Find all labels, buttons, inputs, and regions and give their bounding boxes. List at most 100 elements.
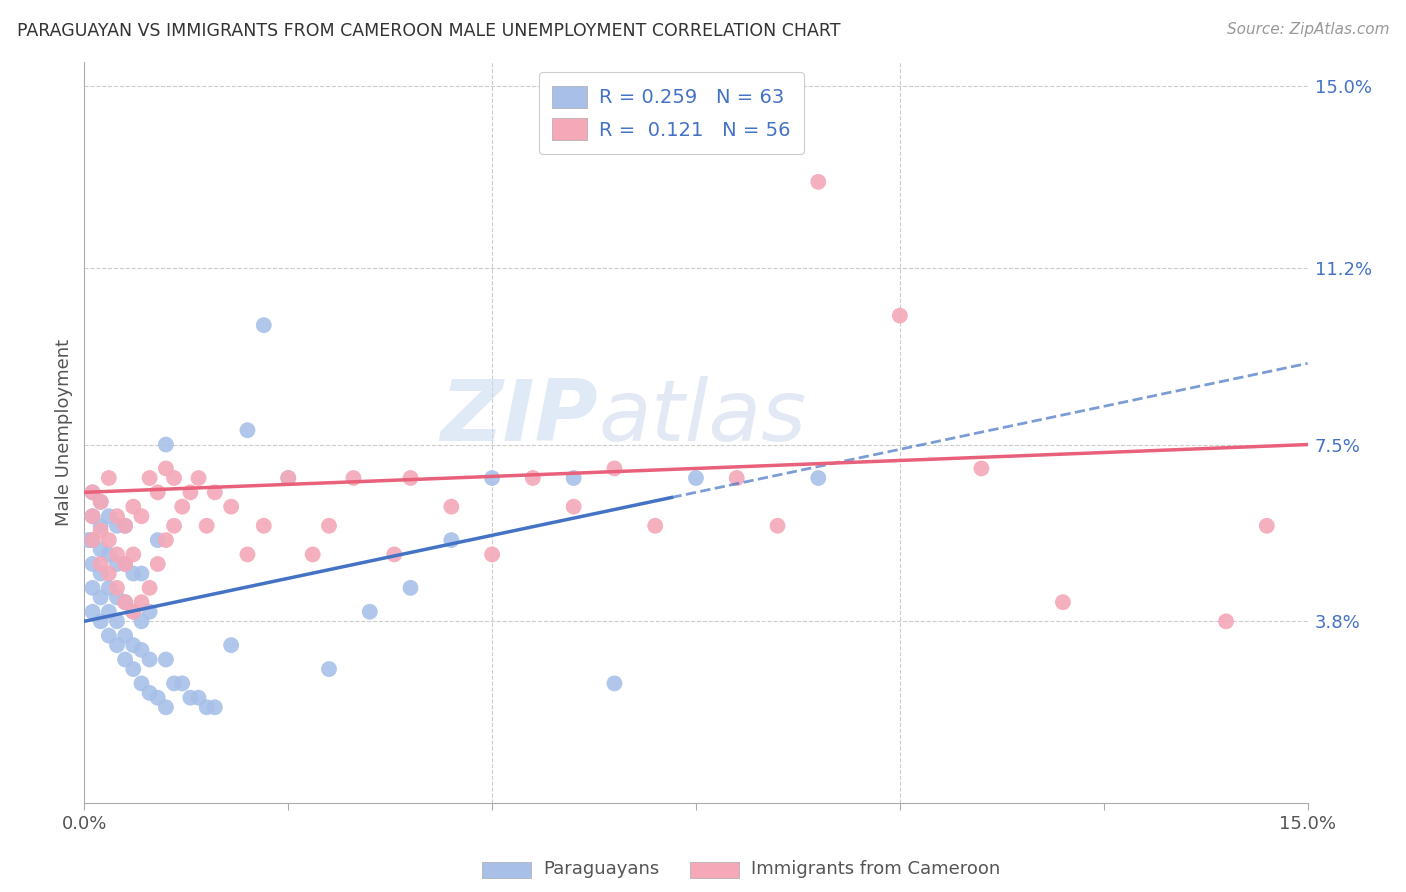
Point	[172, 676, 194, 690]
Point	[236, 423, 259, 437]
Point	[131, 595, 153, 609]
Point	[97, 533, 120, 547]
Point	[807, 175, 830, 189]
Point	[90, 495, 112, 509]
Point	[603, 676, 626, 690]
Point	[114, 557, 136, 571]
Point	[318, 662, 340, 676]
Bar	[482, 862, 531, 879]
Point	[195, 700, 218, 714]
Point	[562, 471, 585, 485]
Point	[644, 518, 666, 533]
Y-axis label: Male Unemployment: Male Unemployment	[55, 339, 73, 526]
Point	[114, 595, 136, 609]
Point	[187, 471, 209, 485]
Point	[399, 471, 422, 485]
Point	[318, 518, 340, 533]
Point	[97, 548, 120, 562]
Point	[522, 471, 544, 485]
Point	[277, 471, 299, 485]
Point	[1052, 595, 1074, 609]
Point	[146, 533, 169, 547]
Point	[382, 548, 405, 562]
Text: Source: ZipAtlas.com: Source: ZipAtlas.com	[1226, 22, 1389, 37]
Point	[146, 690, 169, 705]
Point	[131, 643, 153, 657]
Point	[399, 581, 422, 595]
Point	[253, 318, 276, 333]
Point	[179, 485, 201, 500]
Point	[163, 518, 186, 533]
Point	[90, 566, 112, 581]
Point	[277, 471, 299, 485]
Point	[82, 557, 104, 571]
Point	[146, 557, 169, 571]
Point	[82, 581, 104, 595]
Point	[1256, 518, 1278, 533]
Text: PARAGUAYAN VS IMMIGRANTS FROM CAMEROON MALE UNEMPLOYMENT CORRELATION CHART: PARAGUAYAN VS IMMIGRANTS FROM CAMEROON M…	[17, 22, 841, 40]
Text: Immigrants from Cameroon: Immigrants from Cameroon	[751, 861, 1000, 879]
Point	[155, 533, 177, 547]
Point	[440, 533, 463, 547]
Point	[105, 548, 128, 562]
Point	[219, 638, 242, 652]
Point	[481, 471, 503, 485]
Point	[603, 461, 626, 475]
Point	[155, 700, 177, 714]
Point	[155, 437, 177, 451]
Text: atlas: atlas	[598, 376, 806, 459]
Point	[90, 495, 112, 509]
Point	[253, 518, 276, 533]
Bar	[690, 862, 738, 879]
Point	[97, 581, 120, 595]
Point	[138, 686, 160, 700]
Point	[90, 591, 112, 605]
Point	[970, 461, 993, 475]
Point	[172, 500, 194, 514]
Point	[889, 309, 911, 323]
Point	[122, 548, 145, 562]
Point	[301, 548, 323, 562]
Point	[114, 652, 136, 666]
Point	[97, 509, 120, 524]
Point	[562, 500, 585, 514]
Point	[138, 605, 160, 619]
Point	[138, 471, 160, 485]
Point	[97, 471, 120, 485]
Point	[114, 629, 136, 643]
Point	[105, 518, 128, 533]
Point	[155, 461, 177, 475]
Point	[342, 471, 364, 485]
Point	[90, 524, 112, 538]
Point	[766, 518, 789, 533]
Point	[122, 638, 145, 652]
Point	[219, 500, 242, 514]
Point	[82, 533, 104, 547]
Point	[77, 533, 100, 547]
Point	[105, 591, 128, 605]
Point	[90, 518, 112, 533]
Point	[105, 509, 128, 524]
Point	[138, 652, 160, 666]
Point	[90, 542, 112, 557]
Point	[179, 690, 201, 705]
Point	[138, 581, 160, 595]
Point	[82, 485, 104, 500]
Point	[122, 605, 145, 619]
Point	[122, 566, 145, 581]
Point	[359, 605, 381, 619]
Point	[236, 548, 259, 562]
Point	[725, 471, 748, 485]
Point	[105, 581, 128, 595]
Point	[105, 638, 128, 652]
Point	[481, 548, 503, 562]
Text: Paraguayans: Paraguayans	[543, 861, 659, 879]
Point	[155, 652, 177, 666]
Legend: R = 0.259   N = 63, R =  0.121   N = 56: R = 0.259 N = 63, R = 0.121 N = 56	[538, 72, 804, 154]
Text: ZIP: ZIP	[440, 376, 598, 459]
Point	[122, 662, 145, 676]
Point	[204, 700, 226, 714]
Point	[82, 485, 104, 500]
Point	[131, 676, 153, 690]
Point	[82, 605, 104, 619]
